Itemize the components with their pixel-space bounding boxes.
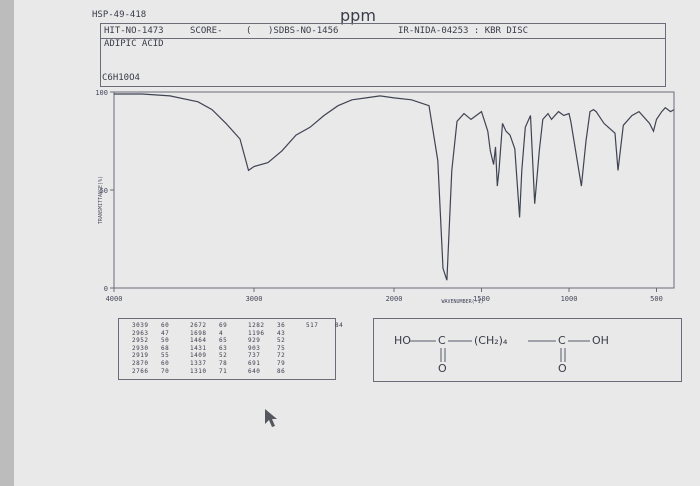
x-tick-label: 2000 — [386, 295, 403, 303]
ir-spectrum-chart: 4000 3000 2000 1500 1000 500100500WAVENUMBER(… — [95, 89, 675, 305]
peak-wavenumber: 737 — [248, 352, 261, 360]
structure-carbon-right: C — [558, 334, 566, 347]
peak-wavenumber: 1310 — [190, 367, 207, 375]
peak-wavenumber: 691 — [248, 360, 261, 367]
peak-wavenumber: 2919 — [132, 352, 149, 360]
spectrum-sheet: HSP-49-418 ppm HIT-NO-1473 SCORE- ( )SDB… — [14, 0, 700, 486]
peak-transmittance: 36 — [277, 322, 286, 329]
molecular-formula: C6H10O4 — [102, 73, 140, 83]
peak-transmittance: 68 — [161, 344, 170, 352]
peak-wavenumber: 1431 — [190, 344, 207, 352]
compound-name: ADIPIC ACID — [104, 39, 164, 49]
peak-wavenumber: 517 — [306, 322, 319, 329]
peak-transmittance: 70 — [161, 367, 170, 375]
peak-transmittance: 63 — [219, 344, 228, 352]
peak-table — [118, 318, 336, 380]
y-tick-label: 0 — [104, 285, 108, 293]
peak-transmittance: 75 — [277, 344, 286, 352]
structure-oxygen-right: O — [558, 362, 567, 375]
peak-wavenumber: 2870 — [132, 360, 149, 367]
peak-wavenumber: 2672 — [190, 322, 207, 329]
peak-transmittance: 78 — [219, 360, 228, 367]
peak-transmittance: 60 — [161, 360, 170, 367]
mouse-cursor-icon — [265, 409, 277, 427]
peak-transmittance: 65 — [219, 337, 228, 345]
x-tick-label: 3000 — [246, 295, 263, 303]
structure-ho: HO — [394, 334, 411, 347]
document-id: HSP-49-418 — [92, 10, 147, 20]
peak-wavenumber: 2766 — [132, 367, 149, 375]
structure-oh: OH — [592, 334, 609, 347]
peak-transmittance: 52 — [219, 352, 228, 360]
score-label: SCORE- — [190, 26, 223, 36]
structure-oxygen-left: O — [438, 362, 447, 375]
unit-label: ppm — [340, 6, 376, 25]
peak-transmittance: 52 — [277, 337, 286, 345]
y-tick-label: 50 — [100, 187, 108, 195]
spectrum-line — [114, 93, 675, 281]
x-tick-label: 1500 — [473, 295, 490, 303]
score-value: ( — [246, 26, 252, 36]
peak-wavenumber: 1409 — [190, 352, 207, 360]
peak-transmittance: 47 — [161, 329, 170, 337]
peak-transmittance: 60 — [161, 322, 170, 329]
peak-wavenumber: 640 — [248, 367, 261, 375]
peak-transmittance: 50 — [161, 337, 170, 345]
peak-transmittance: 86 — [277, 367, 286, 375]
peak-wavenumber: 2930 — [132, 344, 149, 352]
peak-wavenumber: 1464 — [190, 337, 207, 345]
peak-transmittance: 84 — [335, 322, 344, 329]
peak-wavenumber: 1282 — [248, 322, 265, 329]
peak-transmittance: 79 — [277, 360, 286, 367]
peak-wavenumber: 2952 — [132, 337, 149, 345]
structure-box — [373, 318, 682, 382]
x-axis-label: WAVENUMBER(-1) — [442, 299, 484, 305]
x-tick-label: 1000 — [561, 295, 578, 303]
ir-nida-id: IR-NIDA-04253 : KBR DISC — [398, 26, 529, 36]
header-inner-box — [100, 23, 666, 39]
peak-transmittance: 69 — [219, 322, 228, 329]
x-tick-label: 4000 — [106, 295, 123, 303]
y-tick-label: 100 — [95, 89, 108, 97]
structure-carbon-left: C — [438, 334, 446, 347]
hit-number: HIT-NO-1473 — [104, 26, 164, 36]
peak-transmittance: 4 — [219, 329, 224, 337]
peak-transmittance: 72 — [277, 352, 286, 360]
y-axis-label: TRANSMITTANCE(%) — [98, 176, 104, 224]
peak-transmittance: 43 — [277, 329, 286, 337]
sdbs-number: )SDBS-NO-1456 — [268, 26, 339, 36]
peak-wavenumber: 1196 — [248, 329, 265, 337]
peak-wavenumber: 2963 — [132, 329, 149, 337]
peak-transmittance: 55 — [161, 352, 170, 360]
peak-wavenumber: 3039 — [132, 322, 149, 329]
x-tick-label: 500 — [650, 295, 663, 303]
peak-wavenumber: 903 — [248, 344, 261, 352]
peak-wavenumber: 929 — [248, 337, 261, 345]
structure-chain: (CH₂)₄ — [474, 334, 508, 347]
structure-bonds — [410, 340, 590, 362]
peak-transmittance: 71 — [219, 367, 228, 375]
peak-wavenumber: 1698 — [190, 329, 207, 337]
peak-wavenumber: 1337 — [190, 360, 207, 367]
